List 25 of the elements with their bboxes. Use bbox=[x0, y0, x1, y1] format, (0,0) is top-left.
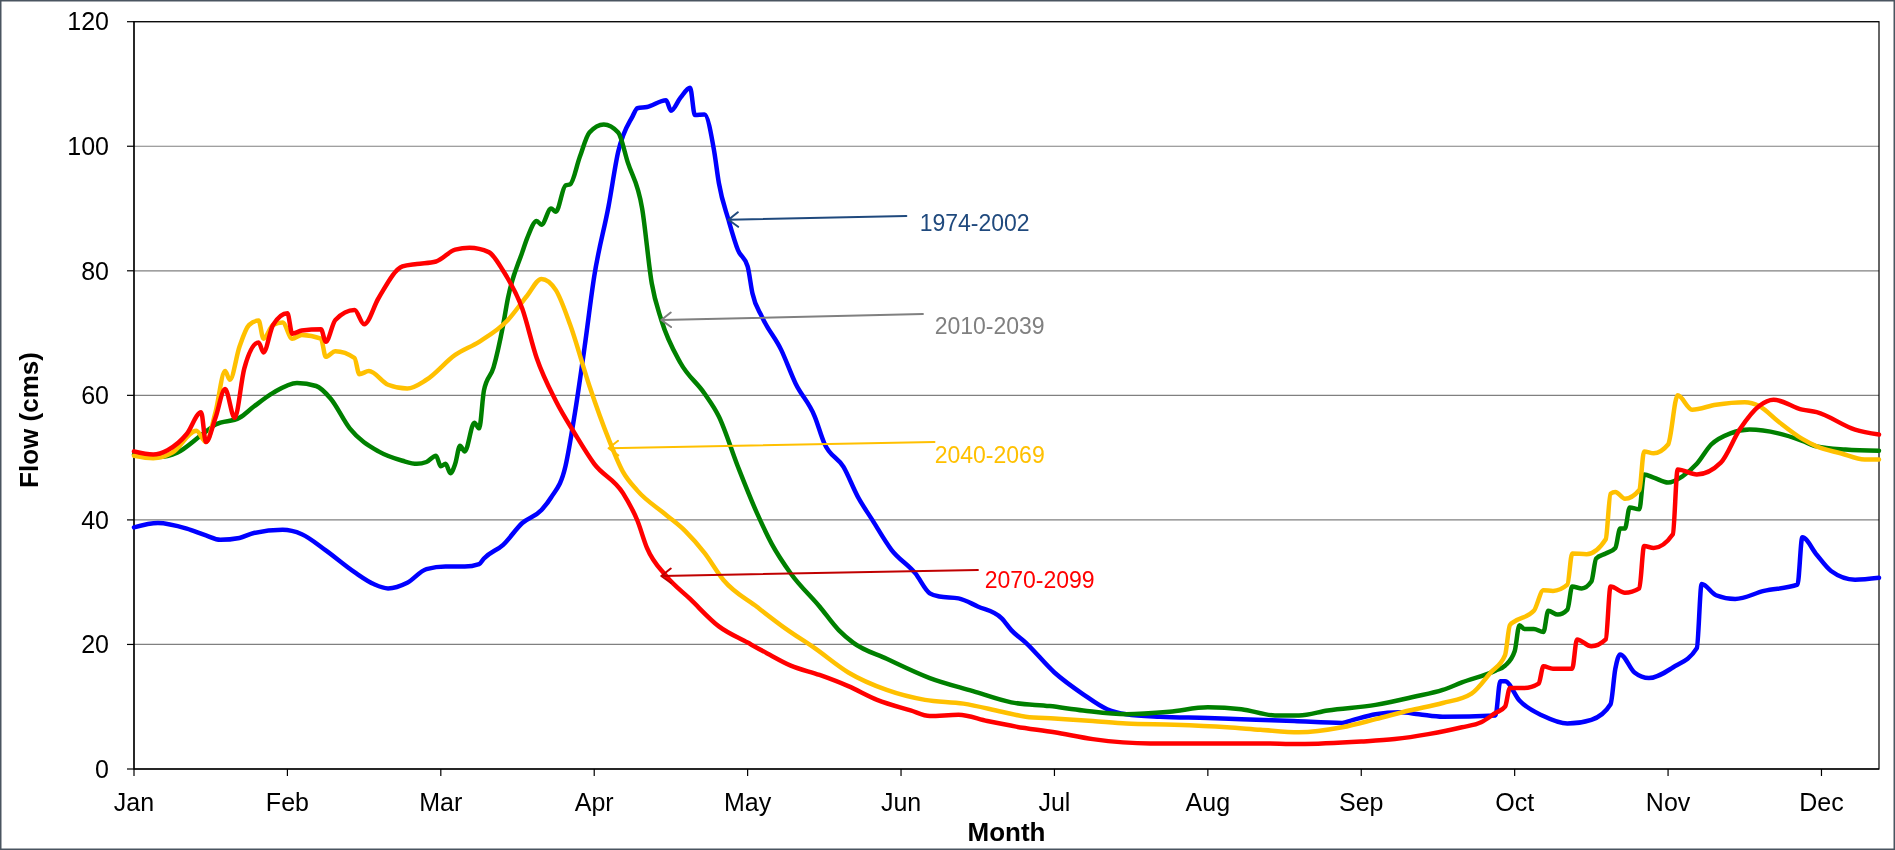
y-tick-label: 60 bbox=[81, 381, 109, 410]
y-tick-label: 20 bbox=[81, 630, 109, 659]
x-tick-label: Mar bbox=[419, 788, 463, 816]
x-tick-label: Sep bbox=[1339, 788, 1384, 816]
x-tick-label: Jan bbox=[113, 788, 155, 816]
x-tick-label: Aug bbox=[1185, 788, 1231, 816]
x-tick-label: Jun bbox=[880, 788, 922, 816]
x-tick-label: Dec bbox=[1799, 788, 1844, 816]
x-tick-label: May bbox=[724, 788, 772, 816]
x-tick-label: Jul bbox=[1038, 788, 1071, 816]
x-tick-label: Apr bbox=[574, 788, 614, 816]
y-tick-label: 0 bbox=[95, 754, 109, 783]
y-tick-label: 40 bbox=[81, 505, 109, 534]
x-axis-title: Month bbox=[967, 817, 1046, 847]
y-tick-label: 120 bbox=[67, 7, 109, 36]
y-tick-label: 100 bbox=[67, 132, 109, 160]
x-tick-label: Oct bbox=[1495, 788, 1535, 816]
x-tick-label: Feb bbox=[265, 788, 309, 816]
annotation: 2070-2099 bbox=[984, 567, 1095, 594]
annotation: 2040-2069 bbox=[934, 442, 1045, 469]
x-tick-label: Nov bbox=[1645, 788, 1691, 816]
y-tick-label: 80 bbox=[81, 256, 109, 285]
y-axis-title: Flow (cms) bbox=[14, 352, 44, 488]
annotation: 1974-2002 bbox=[919, 209, 1030, 236]
annotation: 2010-2039 bbox=[934, 313, 1045, 340]
